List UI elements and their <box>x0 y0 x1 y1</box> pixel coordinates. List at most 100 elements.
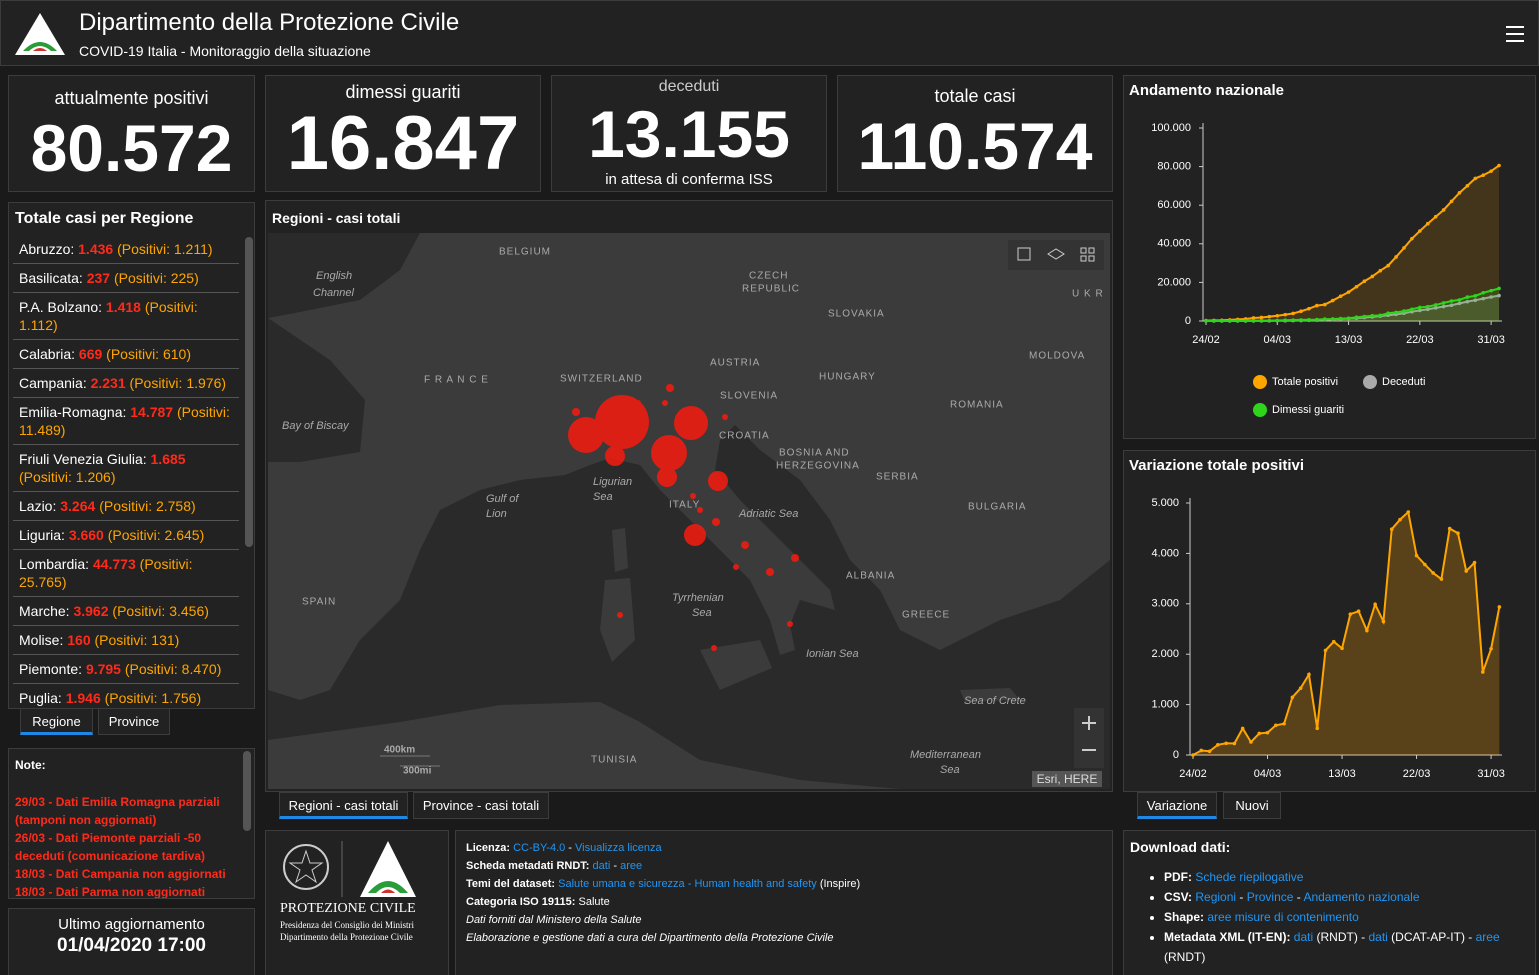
text: (Inspire) <box>816 878 861 890</box>
region-total: 237 <box>86 270 111 286</box>
link[interactable]: Province <box>1246 890 1294 904</box>
region-row: Abruzzo: 1.436 (Positivi: 1.211) <box>13 235 239 264</box>
text: - <box>610 860 621 872</box>
kpi-card: deceduti 13.155 in attesa di conferma IS… <box>551 75 827 192</box>
region-name: Emilia-Romagna: <box>19 404 127 420</box>
kpi-card: attualmente positivi 80.572 <box>8 75 255 192</box>
license-line: Elaborazione e gestione dati a cura del … <box>466 929 860 947</box>
tab[interactable]: Variazione <box>1137 792 1217 819</box>
region-total: 669 <box>78 346 103 362</box>
map-panel: Regioni - casi totali <box>265 200 1113 792</box>
download-item: PDF: Schede riepilogative <box>1164 867 1524 887</box>
region-total: 2.231 <box>90 375 126 391</box>
region-row: Marche: 3.962 (Positivi: 3.456) <box>13 597 239 626</box>
link[interactable]: dati <box>1293 930 1314 944</box>
link[interactable]: dati <box>592 860 611 872</box>
region-positives: (Positivi: 1.756) <box>104 690 202 706</box>
kpi-label: deceduti <box>658 78 720 95</box>
update-label: Ultimo aggiornamento <box>58 916 205 933</box>
link[interactable]: Schede riepilogative <box>1195 870 1304 884</box>
notes-panel: Note: 29/03 - Dati Emilia Romagna parzia… <box>8 748 255 899</box>
chart-panel <box>1123 75 1536 439</box>
text: Elaborazione e gestione dati a cura del … <box>466 932 834 944</box>
license-text: Licenza: CC-BY-4.0 - Visualizza licenza S… <box>466 839 860 947</box>
text: - <box>1293 890 1304 904</box>
text: Salute <box>578 896 610 908</box>
logo-panel: PROTEZIONE CIVILE Presidenza del Consigl… <box>265 830 449 975</box>
update-value: 01/04/2020 17:00 <box>57 935 206 956</box>
region-name: Molise: <box>19 632 64 648</box>
kpi-value: 80.572 <box>30 111 233 185</box>
link[interactable]: Salute umana e sicurezza - Human health … <box>558 878 817 890</box>
notes-list: 29/03 - Dati Emilia Romagna parziali (ta… <box>15 793 235 899</box>
region-total: 160 <box>67 632 91 648</box>
notes-title: Note: <box>15 758 46 772</box>
text: - <box>1236 890 1247 904</box>
region-positives: (Positivi: 11.489) <box>19 404 230 438</box>
link[interactable]: aree <box>1475 930 1500 944</box>
chart-panel <box>1123 450 1536 792</box>
region-total: 1.436 <box>78 241 114 257</box>
kpi-card: totale casi 110.574 <box>837 75 1113 192</box>
text: (DCAT-AP-IT) - <box>1387 930 1476 944</box>
region-name: Puglia: <box>19 690 62 706</box>
region-total: 3.962 <box>73 603 109 619</box>
region-positives: (Positivi: 225) <box>113 270 199 286</box>
scrollbar[interactable] <box>243 751 251 831</box>
tab[interactable]: Nuovi <box>1223 792 1281 819</box>
license-line: Licenza: CC-BY-4.0 - Visualizza licenza <box>466 839 860 857</box>
logo-name: PROTEZIONE CIVILE <box>280 901 416 916</box>
link[interactable]: Andamento nazionale <box>1303 890 1420 904</box>
note: 29/03 - Dati Emilia Romagna parziali (ta… <box>15 795 220 827</box>
logo <box>15 13 65 55</box>
link[interactable]: CC-BY-4.0 <box>513 842 566 854</box>
kpi-card: dimessi guariti 16.847 <box>265 75 541 192</box>
text: Dati forniti dal Ministero della Salute <box>466 914 642 926</box>
link[interactable]: Regioni <box>1195 890 1237 904</box>
panel-title: Download dati: <box>1130 839 1231 855</box>
tab[interactable]: Province - casi totali <box>413 792 549 819</box>
update-panel: Ultimo aggiornamento 01/04/2020 17:00 <box>8 908 255 975</box>
tab[interactable]: Regione <box>20 708 93 735</box>
key: CSV: <box>1164 890 1193 904</box>
key: Temi del dataset: <box>466 878 556 890</box>
region-row: Emilia-Romagna: 14.787 (Positivi: 11.489… <box>13 398 239 445</box>
menu-button[interactable] <box>1506 25 1526 43</box>
region-row: Liguria: 3.660 (Positivi: 2.645) <box>13 521 239 550</box>
kpi-label: dimessi guariti <box>345 82 461 102</box>
region-total: 1.418 <box>105 299 141 315</box>
region-name: Calabria: <box>19 346 76 362</box>
download-item: Shape: aree misure di contenimento <box>1164 907 1524 927</box>
region-row: Calabria: 669 (Positivi: 610) <box>13 340 239 369</box>
region-positives: (Positivi: 25.765) <box>19 556 193 590</box>
link[interactable]: Visualizza licenza <box>575 842 662 854</box>
region-row: Lombardia: 44.773 (Positivi: 25.765) <box>13 550 239 597</box>
region-positives: (Positivi: 1.211) <box>117 241 213 257</box>
tab[interactable]: Province <box>98 708 170 735</box>
panel-title: Totale casi per Regione <box>15 210 194 227</box>
region-row: Molise: 160 (Positivi: 131) <box>13 626 239 655</box>
download-panel: Download dati: PDF: Schede riepilogative… <box>1123 830 1536 975</box>
region-row: Lazio: 3.264 (Positivi: 2.758) <box>13 492 239 521</box>
download-item: Metadata XML (IT-EN): dati (RNDT) - dati… <box>1164 927 1524 967</box>
region-panel: Totale casi per Regione Abruzzo: 1.436 (… <box>8 202 255 709</box>
region-row: Campania: 2.231 (Positivi: 1.976) <box>13 369 239 398</box>
link[interactable]: dati <box>1368 930 1388 944</box>
license-line: Dati forniti dal Ministero della Salute <box>466 911 860 929</box>
link[interactable]: aree misure di contenimento <box>1207 910 1359 924</box>
tab[interactable]: Regioni - casi totali <box>279 792 408 819</box>
region-name: Piemonte: <box>19 661 83 677</box>
link[interactable]: aree <box>620 860 643 872</box>
region-row: P.A. Bolzano: 1.418 (Positivi: 1.112) <box>13 293 239 340</box>
kpi-value: 16.847 <box>286 101 520 186</box>
region-total: 44.773 <box>92 556 136 572</box>
region-row: Friuli Venezia Giulia: 1.685 (Positivi: … <box>13 445 239 492</box>
note: 26/03 - Dati Piemonte parziali -50 deced… <box>15 831 206 863</box>
note: 18/03 - Dati Parma non aggiornati <box>15 885 206 899</box>
region-total: 9.795 <box>85 661 121 677</box>
scrollbar[interactable] <box>245 237 253 547</box>
region-list: Abruzzo: 1.436 (Positivi: 1.211) Basilica… <box>13 235 239 708</box>
key: Metadata XML (IT-EN): <box>1164 930 1291 944</box>
subtitle: COVID-19 Italia - Monitoraggio della sit… <box>79 43 371 59</box>
kpi-value: 110.574 <box>857 109 1093 183</box>
